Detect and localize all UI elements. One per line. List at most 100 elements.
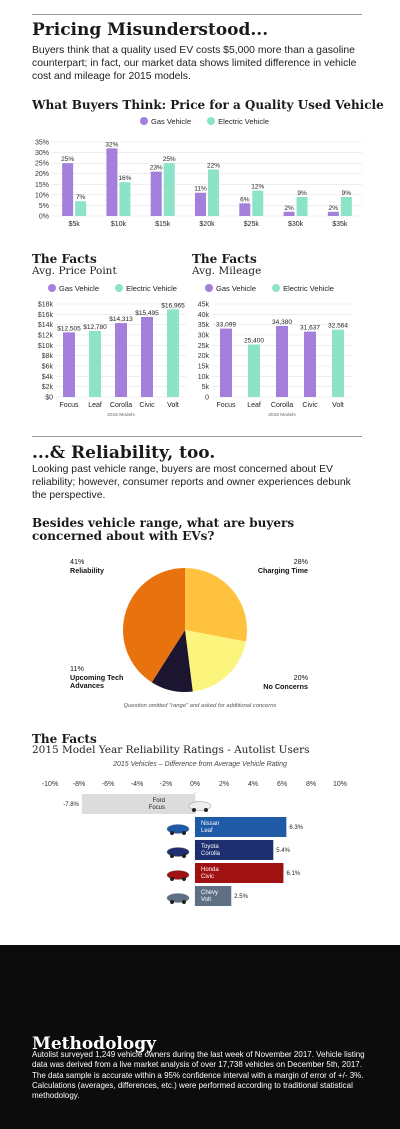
y-tick-label: 20k <box>198 353 210 360</box>
legend-gas-label: Gas Vehicle <box>216 284 257 293</box>
x-tick-label: 0% <box>190 781 200 788</box>
y-tick-label: $2k <box>42 384 54 391</box>
x-tick-label: $10k <box>111 221 127 228</box>
electric-bar <box>340 196 352 216</box>
car-make-label: Chevy <box>201 890 218 896</box>
buyers-price-chart: 0% 5% 10% 15% 20% 25% 30% 35% 25% 7% $5k 32% 16% $10k… <box>35 140 362 228</box>
y-tick-label: $12k <box>38 333 54 340</box>
x-tick-label: Leaf <box>88 402 102 409</box>
reliability-bar <box>195 863 284 883</box>
x-tick-label: Volt <box>332 402 344 409</box>
y-tick-label: 25k <box>198 343 210 350</box>
bar-value-label: 5.4% <box>276 848 290 854</box>
y-tick-label: 0% <box>39 214 49 221</box>
x-tick-label: $5k <box>68 221 80 228</box>
y-tick-label: 5% <box>39 203 49 210</box>
legend-electric: Electric Vehicle <box>207 117 269 126</box>
y-tick-label: 5k <box>202 384 210 391</box>
y-tick-label: 40k <box>198 312 210 319</box>
x-tick-label: 6% <box>277 781 287 788</box>
methodology-text: Autolist surveyed 1,249 vehicle owners d… <box>32 1050 365 1101</box>
bar <box>141 316 153 397</box>
bar-value-label: 32,564 <box>328 323 348 330</box>
reliability-facts-subtitle: 2015 Model Year Reliability Ratings - Au… <box>32 744 310 756</box>
bar-value-label: 2% <box>329 205 339 212</box>
x-tick-label: $35k <box>332 221 348 228</box>
y-tick-label: 30% <box>35 150 49 157</box>
pricing-intro: Buyers think that a quality used EV cost… <box>32 45 357 82</box>
y-tick-label: 20% <box>35 171 49 178</box>
bar <box>248 344 260 397</box>
legend-electric-label: Electric Vehicle <box>283 284 334 293</box>
x-caption: 2015 Models <box>107 412 135 418</box>
legend-gas-swatch <box>205 284 213 292</box>
pie-pct-charging: 28% <box>293 557 308 566</box>
legend-gas-label: Gas Vehicle <box>151 117 192 126</box>
chart3-subtitle: Avg. Mileage <box>192 265 262 277</box>
pie-pct-tech: 11% <box>70 664 84 673</box>
methodology-background <box>0 945 400 1129</box>
methodology-title: Methodology <box>32 1034 156 1054</box>
x-tick-label: -2% <box>160 781 172 788</box>
chart2-legend: Gas Vehicle Electric Vehicle <box>48 284 191 293</box>
chart2-subtitle: Avg. Price Point <box>32 265 117 277</box>
bar-value-label: $14,313 <box>109 316 133 323</box>
reliability-facts-title: The Facts <box>32 732 97 746</box>
car-wheel-icon <box>170 831 174 835</box>
y-tick-label: 45k <box>198 302 210 309</box>
y-tick-label: $8k <box>42 353 54 360</box>
pie-name-noconcerns: No Concerns <box>263 681 308 691</box>
x-tick-label: Corolla <box>110 402 132 409</box>
reliability-bar <box>195 886 232 906</box>
legend-electric-swatch <box>272 284 281 292</box>
pie-label-reliability: 41% Reliability <box>70 557 104 575</box>
bar-value-label: 6.3% <box>289 825 303 831</box>
reliability-title: ...& Reliability, too. <box>32 443 216 463</box>
gas-bar <box>150 171 162 216</box>
legend-electric-swatch <box>207 117 216 125</box>
bar <box>276 325 288 397</box>
bar-value-label: $12,780 <box>83 324 107 331</box>
bar-value-label: 2.5% <box>234 894 248 900</box>
top-rule <box>32 14 362 15</box>
pie-title: Besides vehicle range, what are buyers c… <box>32 516 295 543</box>
bar-value-label: 9% <box>297 190 307 197</box>
gas-bar <box>283 211 295 216</box>
bar <box>63 332 75 397</box>
car-make-label: Nissan <box>201 821 219 827</box>
y-tick-label: 35k <box>198 322 210 329</box>
legend-gas-label: Gas Vehicle <box>59 284 100 293</box>
y-tick-label: 25% <box>35 161 49 168</box>
legend-gas-swatch <box>140 117 148 125</box>
x-tick-label: Volt <box>167 402 179 409</box>
x-tick-label: $25k <box>244 221 260 228</box>
bar <box>115 323 127 397</box>
y-tick-label: $16k <box>38 312 54 319</box>
y-tick-label: 0 <box>205 395 209 402</box>
bar-value-label: 6.1% <box>286 871 300 877</box>
bar-value-label: $12,505 <box>57 325 81 332</box>
car-model-label: Leaf <box>201 828 213 834</box>
pie-slice-tech <box>151 630 193 692</box>
x-tick-label: Focus <box>59 402 79 409</box>
y-tick-label: 15k <box>198 364 210 371</box>
reliability-chart-title: 2015 Vehicles – Difference from Average … <box>113 761 287 768</box>
pie-pct-noconcerns: 20% <box>293 673 308 682</box>
pie-pct-reliability: 41% <box>70 557 85 566</box>
x-tick-label: 8% <box>306 781 316 788</box>
legend-electric-swatch <box>115 284 124 292</box>
bar-value-label: 25% <box>163 156 176 163</box>
car-model-label: Civic <box>201 874 214 880</box>
pie-label-tech: 11% Upcoming Tech Advances <box>70 664 130 691</box>
y-tick-label: 30k <box>198 333 210 340</box>
y-tick-label: 35% <box>35 140 49 147</box>
bar-value-label: 7% <box>76 194 86 201</box>
gas-bar <box>327 211 339 216</box>
bar-value-label: 6% <box>240 196 250 203</box>
bar-value-label: 34,380 <box>272 319 292 326</box>
x-tick-label: -10% <box>42 781 58 788</box>
bar-value-label: 11% <box>194 186 207 193</box>
x-tick-label: Civic <box>302 402 318 409</box>
pie-slice-noconcerns <box>185 630 246 692</box>
